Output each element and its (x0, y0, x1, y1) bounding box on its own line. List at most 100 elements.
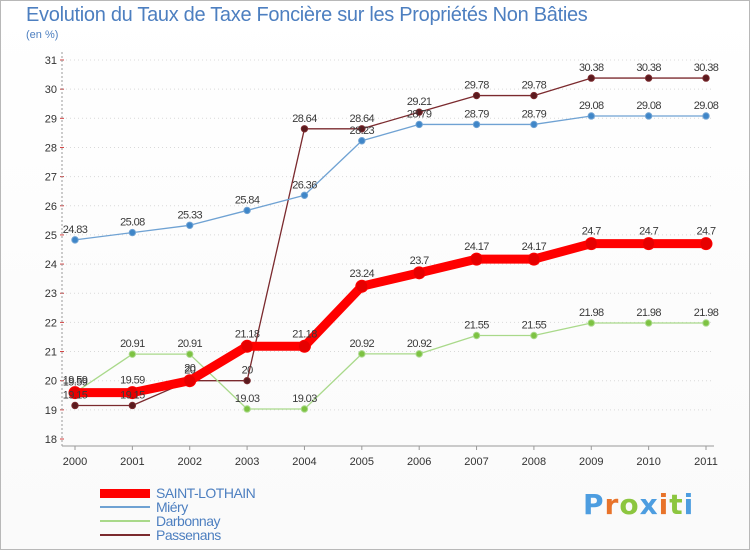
point-mi-ry-2007 (472, 120, 481, 129)
point-mi-ry-2011 (702, 112, 710, 120)
point-passenans-2005 (358, 125, 366, 133)
x-tick-label-2008: 2008 (522, 456, 546, 468)
y-tick-label-31: 31 (45, 55, 57, 67)
point-mi-ry-2008 (530, 120, 538, 129)
x-tick-label-2006: 2006 (407, 456, 431, 468)
legend-label-miery: Miéry (156, 499, 188, 515)
y-tick-label-23: 23 (45, 288, 57, 300)
data-label-darbonnay-2008: 21.55 (522, 320, 547, 332)
point-darbonnay-2008 (530, 331, 538, 340)
data-label-darbonnay-2005: 20.92 (350, 338, 375, 350)
y-tick-label-29: 29 (45, 113, 57, 125)
point-passenans-2011 (702, 74, 710, 82)
point-saint-lothain-2011 (699, 237, 713, 251)
x-tick-label-2004: 2004 (292, 456, 316, 468)
x-tick-label-2002: 2002 (177, 456, 201, 468)
data-label-saint-lothain-2005: 23.24 (350, 268, 375, 280)
proxiti-logo: Proxiti (583, 488, 694, 521)
chart-title: Evolution du Taux de Taxe Foncière sur l… (26, 4, 588, 26)
x-tick-label-2000: 2000 (63, 456, 87, 468)
legend-label-saint-lothain: SAINT-LOTHAIN (156, 485, 256, 501)
logo-letter: P (583, 488, 605, 521)
point-saint-lothain-2000 (68, 386, 82, 400)
data-label-saint-lothain-2001: 19.59 (120, 375, 145, 387)
legend-item-darbonnay: Darbonnay (100, 514, 255, 528)
point-saint-lothain-2002 (183, 374, 197, 388)
point-passenans-2007 (472, 91, 481, 100)
point-saint-lothain-2003 (240, 339, 254, 353)
logo-letter: o (619, 488, 640, 521)
point-passenans-2003 (243, 376, 251, 385)
data-label-passenans-2011: 30.38 (694, 62, 719, 74)
y-tick-label-25: 25 (45, 230, 57, 242)
data-label-darbonnay-2003: 19.03 (235, 393, 260, 405)
logo-letter: t (669, 488, 684, 521)
point-darbonnay-2009 (587, 319, 595, 327)
point-darbonnay-2007 (472, 331, 481, 340)
point-darbonnay-2004 (300, 405, 309, 413)
data-label-mi-ry-2006: 28.79 (407, 108, 432, 120)
x-tick-label-2001: 2001 (120, 456, 144, 468)
point-darbonnay-2003 (243, 405, 251, 413)
point-mi-ry-2004 (300, 191, 309, 199)
y-tick-label-26: 26 (45, 201, 57, 213)
point-darbonnay-2011 (702, 319, 710, 327)
data-label-passenans-2010: 30.38 (636, 62, 661, 74)
data-label-mi-ry-2004: 26.36 (292, 179, 317, 191)
point-saint-lothain-2006 (412, 266, 426, 280)
x-tick-label-2011: 2011 (694, 456, 718, 468)
point-darbonnay-2006 (415, 350, 423, 358)
legend-item-saint-lothain: SAINT-LOTHAIN (100, 485, 256, 501)
legend-swatch-darbonnay (100, 520, 150, 522)
series-layer (68, 74, 713, 413)
series-saint-lothain (68, 237, 713, 400)
data-label-saint-lothain-2002: 20 (184, 363, 196, 375)
data-label-mi-ry-2001: 25.08 (120, 217, 145, 229)
point-darbonnay-2010 (644, 319, 653, 327)
y-tick-label-20: 20 (45, 376, 57, 388)
point-passenans-2008 (530, 91, 538, 100)
point-saint-lothain-2001 (125, 386, 139, 400)
data-label-darbonnay-2001: 20.91 (120, 338, 145, 350)
point-passenans-2006 (415, 108, 423, 116)
data-label-passenans-2001: 19.15 (120, 389, 145, 401)
data-label-darbonnay-2007: 21.55 (464, 320, 489, 332)
data-label-layer: 19.15 19.15 20 20 28.64 28.64 29.21 29.78 29.78 3… (63, 62, 720, 405)
data-label-mi-ry-2009: 29.08 (579, 100, 604, 112)
series-line-darbonnay (74, 322, 707, 410)
series-darbonnay (71, 319, 710, 413)
data-label-darbonnay-2002: 20.91 (177, 338, 202, 350)
data-label-saint-lothain-2009: 24.7 (582, 226, 601, 238)
legend-label-passenans: Passenans (156, 527, 221, 543)
data-label-passenans-2007: 29.78 (464, 80, 489, 92)
point-darbonnay-2002 (186, 350, 194, 358)
point-passenans-2010 (644, 74, 653, 82)
point-mi-ry-2005 (358, 137, 366, 145)
data-label-darbonnay-2011: 21.98 (694, 307, 719, 319)
y-tick-label-18: 18 (45, 434, 57, 446)
data-label-passenans-2004: 28.64 (292, 113, 317, 125)
point-mi-ry-2003 (243, 206, 251, 215)
data-label-saint-lothain-2006: 23.7 (410, 255, 429, 267)
point-mi-ry-2006 (415, 120, 423, 129)
axis-layer: 18 19 20 21 22 23 24 25 26 27 28 29 30 31 2000 2001 2002… (45, 52, 718, 468)
data-label-mi-ry-2000: 24.83 (63, 224, 88, 236)
legend-swatch-miery (100, 506, 150, 508)
legend-swatch-passenans (100, 534, 150, 536)
data-label-passenans-2008: 29.78 (522, 80, 547, 92)
data-label-passenans-2009: 30.38 (579, 62, 604, 74)
data-label-saint-lothain-2000: 19.59 (63, 375, 88, 387)
x-tick-label-2010: 2010 (636, 456, 660, 468)
y-tick-label-28: 28 (45, 142, 57, 154)
data-label-mi-ry-2003: 25.84 (235, 194, 260, 206)
point-saint-lothain-2008 (527, 252, 541, 266)
logo-letter: i (683, 488, 695, 521)
y-tick-label-27: 27 (45, 172, 57, 184)
data-label-saint-lothain-2011: 24.7 (696, 226, 715, 238)
point-passenans-2004 (300, 125, 309, 133)
data-label-mi-ry-2007: 28.79 (464, 108, 489, 120)
x-tick-label-2005: 2005 (350, 456, 374, 468)
data-label-mi-ry-2002: 25.33 (177, 209, 202, 221)
